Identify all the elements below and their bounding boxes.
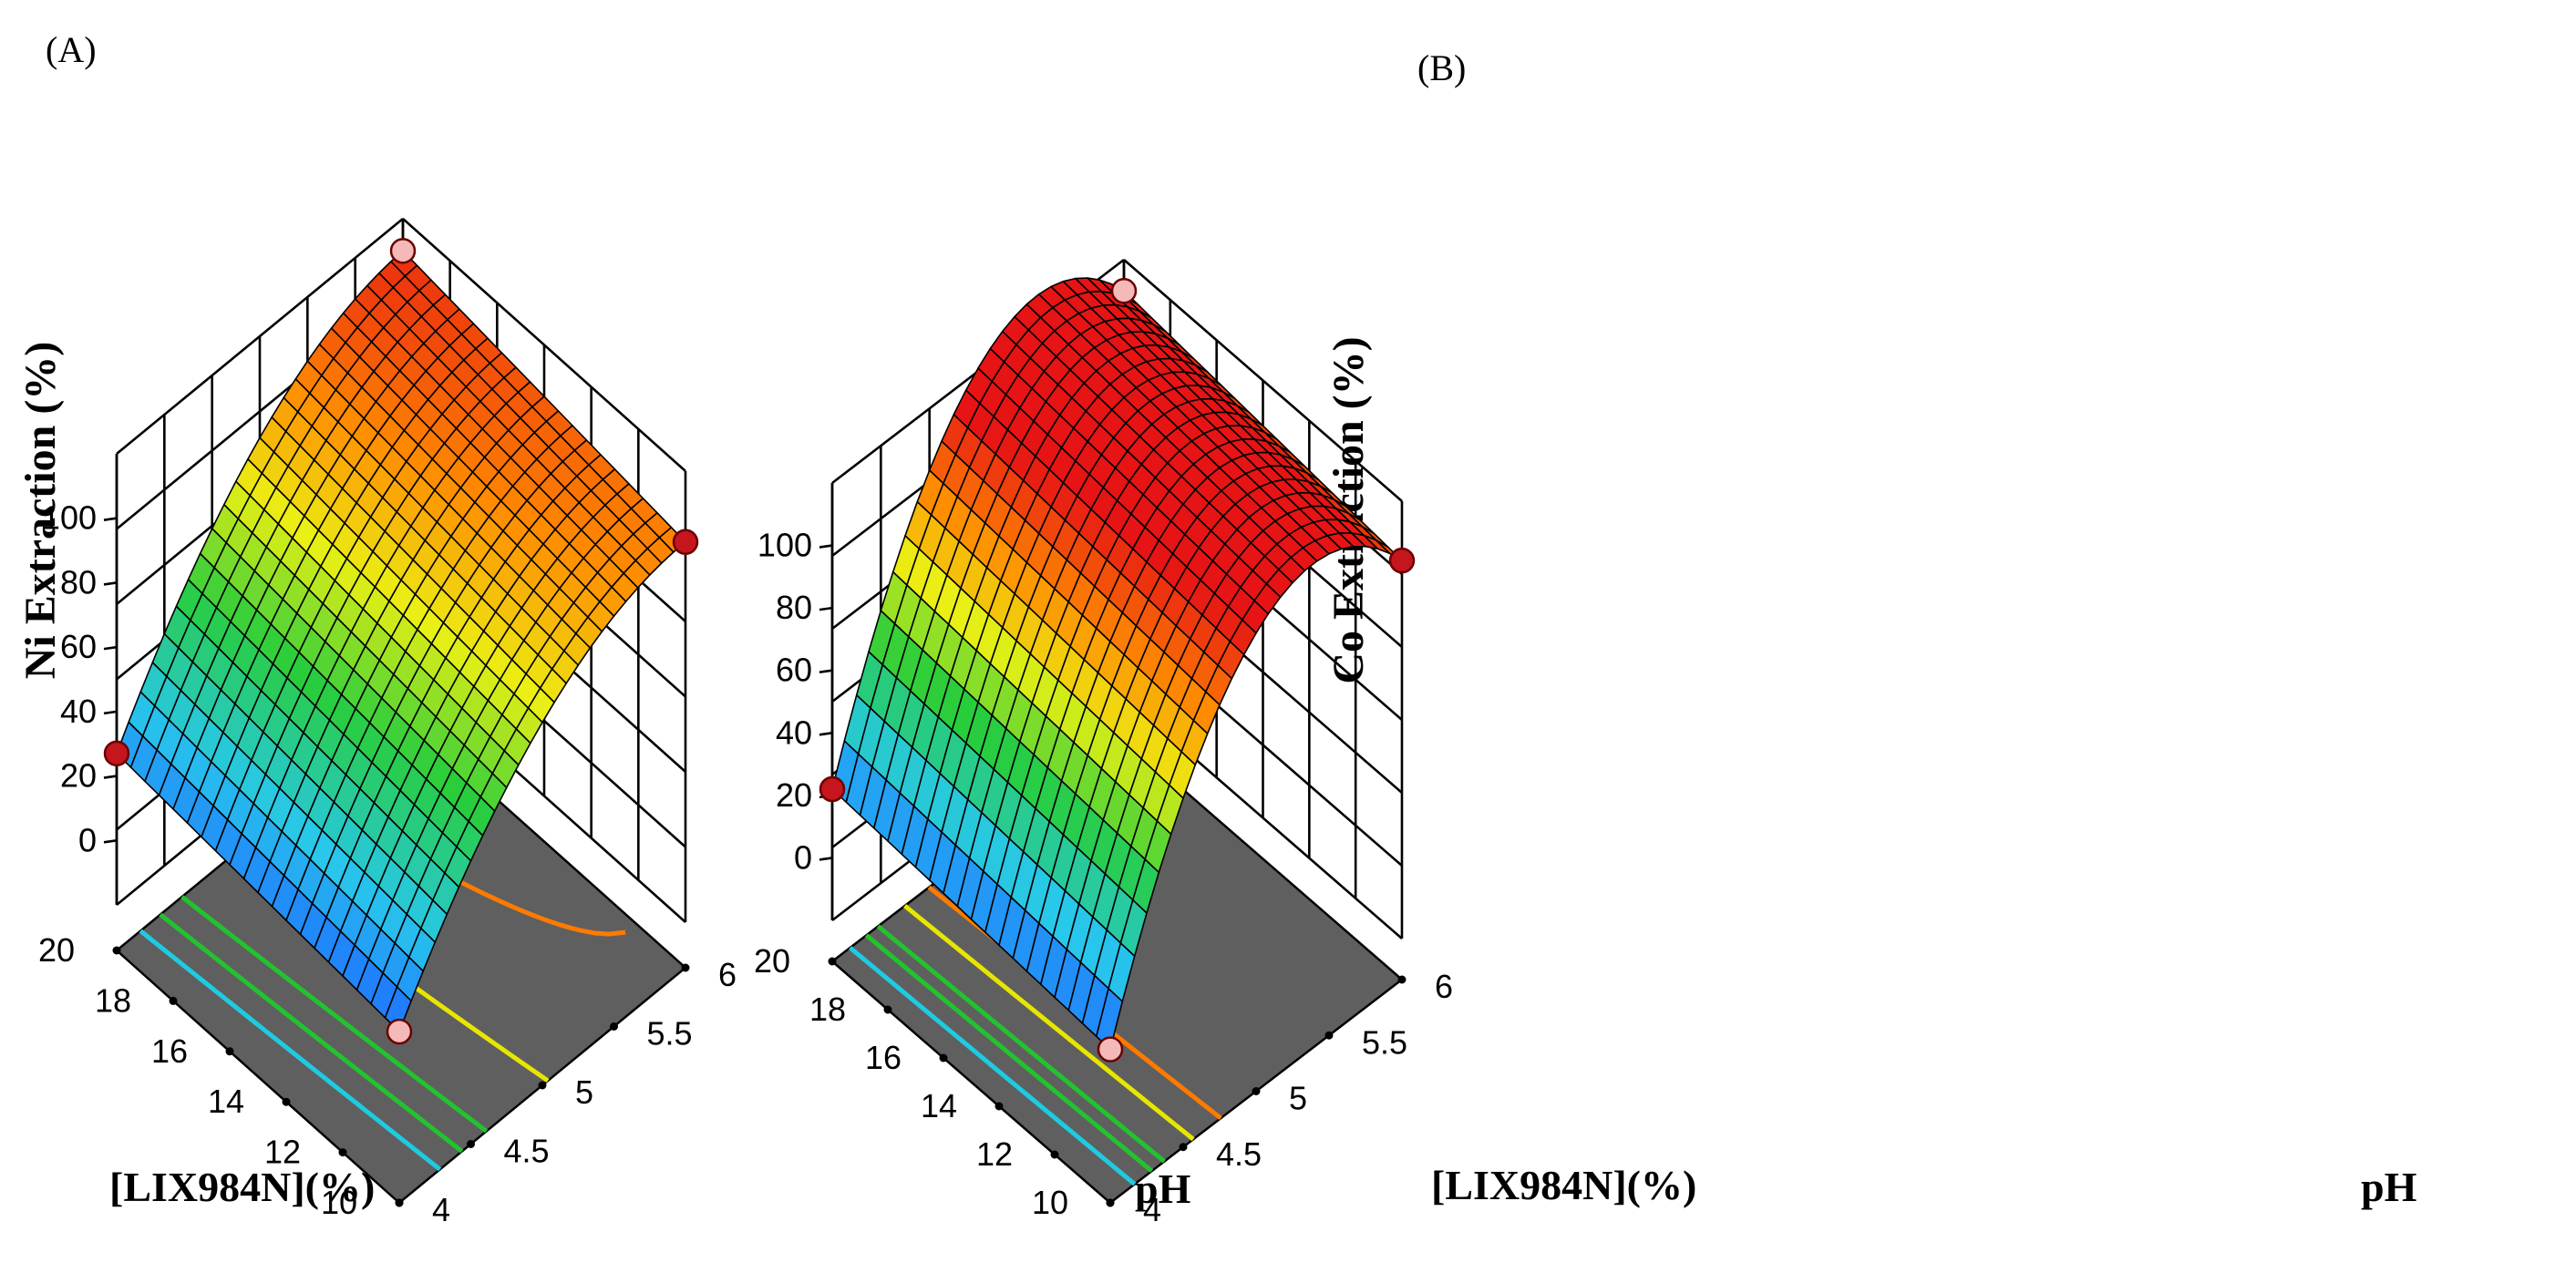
x-tick-mark <box>994 1102 1004 1111</box>
x-tick-label: 20 <box>754 942 790 980</box>
y-tick-mark <box>1252 1087 1261 1095</box>
z-tick-label: 0 <box>78 821 97 858</box>
contour-line <box>159 912 464 1154</box>
design-points <box>103 238 699 1045</box>
y-tick-label: 4 <box>1143 1191 1161 1228</box>
z-tick-mark <box>819 669 833 674</box>
y-tick-mark <box>1397 975 1406 984</box>
contour-line <box>848 946 1137 1186</box>
design-point <box>389 238 417 264</box>
z-tick-label: 60 <box>776 652 812 689</box>
design-point <box>1097 1036 1124 1063</box>
design-point <box>103 740 130 767</box>
z-tick-label: 0 <box>794 838 812 876</box>
design-point <box>1388 547 1416 574</box>
panel-a: (A) Ni Extraction (%) [LIX984N](%) pH 02… <box>16 29 1191 1228</box>
surface-facet <box>384 986 412 1032</box>
panel-b-y-axis-title: pH <box>2361 1164 2417 1210</box>
z-tick-label: 100 <box>42 499 97 537</box>
z-tick-mark <box>819 544 833 549</box>
z-tick-mark <box>103 581 118 586</box>
y-tick-label: 5 <box>575 1073 593 1111</box>
z-tick-label: 80 <box>776 589 812 626</box>
y-tick-mark <box>395 1198 404 1207</box>
y-tick-label: 4.5 <box>1216 1135 1262 1173</box>
design-point <box>819 775 846 803</box>
contour-line <box>903 904 1195 1142</box>
x-tick-label: 10 <box>321 1184 357 1221</box>
panel-a-plot: 0 20 40 60 80 100 20 18 16 14 12 10 4 4.5 5 5.5 6 <box>38 217 737 1228</box>
panel-b: (B) Co Extraction (%) [LIX984N](%) pH 02… <box>754 47 2417 1228</box>
y-tick-mark <box>467 1140 475 1148</box>
y-tick-label: 5.5 <box>1362 1023 1407 1061</box>
x-tick-label: 16 <box>865 1039 902 1076</box>
contour-line <box>139 929 442 1172</box>
response-surface <box>116 250 686 1032</box>
z-tick-label: 20 <box>60 757 97 795</box>
y-tick-label: 5 <box>1289 1080 1307 1117</box>
y-tick-mark <box>1179 1143 1188 1152</box>
x-tick-label: 18 <box>809 991 846 1028</box>
contour-line <box>180 895 489 1134</box>
z-tick-label: 40 <box>60 693 97 730</box>
y-tick-label: 5.5 <box>647 1015 693 1052</box>
x-tick-label: 20 <box>38 931 75 969</box>
x-tick-mark <box>169 996 178 1005</box>
y-tick-mark <box>1106 1198 1115 1207</box>
x-tick-mark <box>828 957 837 966</box>
z-tick-mark <box>819 857 833 861</box>
design-points <box>819 278 1416 1063</box>
x-tick-label: 12 <box>976 1135 1013 1173</box>
panel-a-z-axis-title: Ni Extraction (%) <box>16 342 65 680</box>
z-tick-mark <box>103 517 118 522</box>
x-tick-mark <box>1050 1150 1059 1159</box>
panel-b-x-axis-title: [LIX984N](%) <box>1431 1162 1696 1208</box>
y-tick-mark <box>681 963 690 972</box>
x-tick-label: 14 <box>921 1087 957 1124</box>
y-tick-mark <box>1324 1031 1334 1040</box>
y-tick-mark <box>538 1081 547 1090</box>
z-tick-label: 80 <box>60 563 97 601</box>
x-tick-mark <box>282 1097 291 1106</box>
y-tick-label: 4 <box>432 1191 450 1228</box>
z-tick-label: 40 <box>776 713 812 751</box>
z-tick-mark <box>819 731 833 736</box>
x-tick-label: 10 <box>1032 1184 1068 1221</box>
z-tick-label: 60 <box>60 628 97 665</box>
x-tick-label: 12 <box>264 1134 301 1171</box>
z-tick-mark <box>103 775 118 779</box>
x-tick-mark <box>112 946 121 955</box>
contour-line <box>864 933 1154 1174</box>
panel-b-label: (B) <box>1417 47 1466 88</box>
x-tick-mark <box>225 1047 234 1056</box>
x-tick-mark <box>338 1148 347 1157</box>
z-tick-label: 100 <box>757 527 812 564</box>
design-point <box>672 529 699 556</box>
design-point <box>1110 278 1138 304</box>
y-tick-label: 6 <box>1435 968 1453 1005</box>
z-tick-mark <box>103 838 118 844</box>
x-tick-label: 16 <box>151 1032 188 1070</box>
panel-a-x-axis-title: [LIX984N](%) <box>109 1164 375 1210</box>
x-tick-mark <box>883 1005 892 1014</box>
panel-a-label: (A) <box>46 29 97 70</box>
y-tick-label: 6 <box>718 956 737 993</box>
z-tick-mark <box>819 606 833 611</box>
panel-b-plot: 0 20 40 60 80 100 20 18 16 14 12 10 4 4.5 5 5.5 6 <box>754 258 1453 1228</box>
y-tick-mark <box>610 1022 618 1031</box>
x-tick-label: 14 <box>208 1083 244 1120</box>
design-point <box>386 1018 413 1045</box>
z-tick-label: 20 <box>776 776 812 814</box>
z-tick-mark <box>103 710 118 715</box>
x-tick-mark <box>939 1053 948 1063</box>
y-tick-label: 4.5 <box>504 1133 550 1170</box>
contour-line <box>876 924 1166 1164</box>
z-tick-mark <box>103 645 118 651</box>
x-tick-label: 18 <box>95 981 131 1019</box>
